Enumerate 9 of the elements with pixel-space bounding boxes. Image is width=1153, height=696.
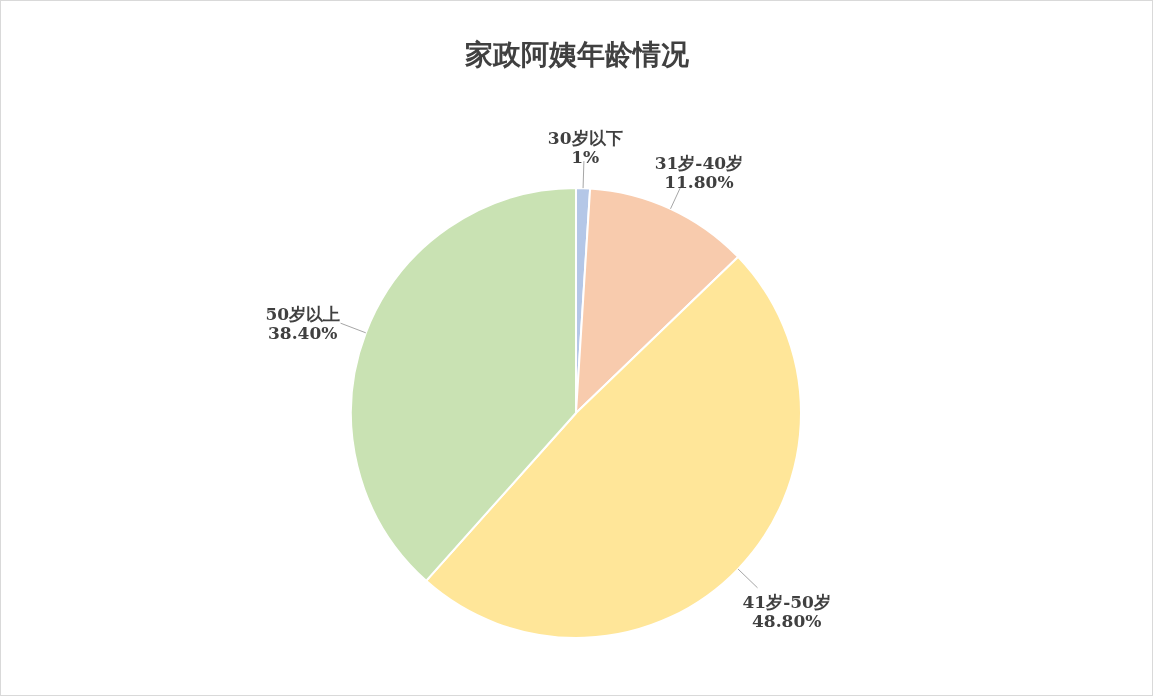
slice-label: 41岁-50岁 — [742, 592, 831, 613]
slice-label: 31岁-40岁 — [654, 152, 744, 173]
data-label: 11.80% — [664, 171, 734, 192]
slice-label: 50岁以上 — [265, 304, 341, 325]
data-label: 38.40% — [268, 323, 338, 344]
data-label: 48.80% — [752, 611, 822, 632]
chart-title: 家政阿姨年龄情况 — [463, 38, 690, 71]
slice-label: 30岁以下 — [547, 127, 623, 148]
data-label: 1% — [571, 146, 600, 167]
